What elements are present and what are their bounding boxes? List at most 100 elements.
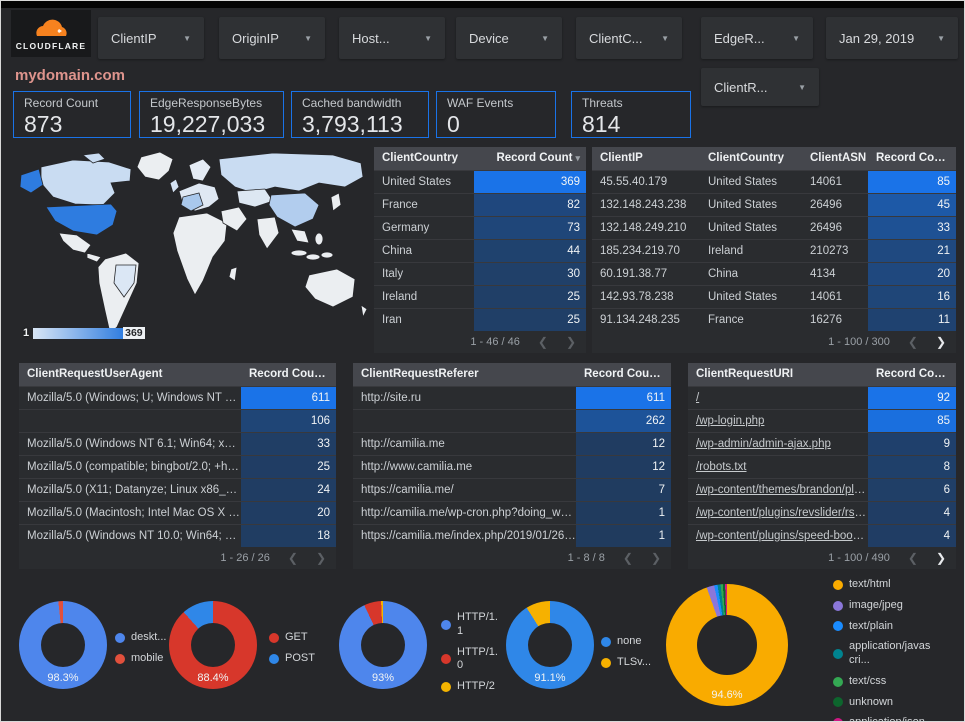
pagination-range: 1 - 100 / 300 (828, 336, 890, 348)
legend-label: application/javascri... (849, 640, 931, 666)
column-header: ClientASN (810, 152, 867, 164)
table-row: 45.55.40.179 United States 14061 85 (592, 170, 956, 193)
chevron-down-icon: ▼ (304, 33, 312, 43)
table-row: 132.148.249.210 United States 26496 33 (592, 216, 956, 239)
column-header[interactable]: Record Count▾ (249, 368, 333, 380)
metric-cell: 25 (474, 286, 586, 308)
pagination-prev-icon[interactable]: ❮ (907, 335, 918, 349)
window-top-strip (1, 1, 964, 8)
filter-device[interactable]: Device ▼ (456, 17, 562, 59)
legend-label: image/jpeg (849, 598, 903, 611)
tls-version-ring[interactable]: 91.1% (506, 601, 594, 689)
scorecard-edgeresponsebytes: EdgeResponseBytes 19,227,033 (139, 91, 284, 138)
dimension-cell: http://camilia.me/wp-cron.php?doing_wp_c… (361, 507, 576, 519)
chevron-down-icon: ▼ (424, 33, 432, 43)
legend-item[interactable]: application/javascri... (833, 640, 935, 668)
legend-item[interactable]: image/jpeg (833, 599, 935, 613)
legend-label: application/json (849, 716, 925, 721)
legend-label: text/css (849, 674, 887, 687)
filter-clientcountry[interactable]: ClientC... ▼ (576, 17, 682, 59)
dimension-cell: /wp-content/themes/brandon/plu... (688, 479, 868, 501)
column-header[interactable]: Record Count▾ (868, 363, 956, 386)
geo-map[interactable]: 1 369 (13, 147, 371, 349)
device-type-legend: deskt... mobile (115, 631, 166, 673)
uri-link[interactable]: /wp-content/plugins/revslider/rs-p... (696, 507, 868, 519)
filter-clientip[interactable]: ClientIP ▼ (98, 17, 204, 59)
filter-clientrequest[interactable]: ClientR... ▼ (701, 68, 819, 106)
scorecard-waf-events: WAF Events 0 (436, 91, 556, 138)
legend-item[interactable]: TLSv... (601, 656, 651, 670)
table-row: /wp-content/plugins/revslider/rs-p... 4 (688, 501, 956, 524)
legend-item[interactable]: application/json (833, 716, 935, 721)
chevron-down-icon: ▼ (937, 33, 945, 43)
filter-edgeresponse[interactable]: EdgeR... ▼ (701, 17, 813, 59)
uri-link[interactable]: /robots.txt (696, 461, 747, 473)
legend-label: mobile (131, 651, 164, 664)
legend-item[interactable]: HTTP/2 (441, 680, 501, 694)
pagination-prev-icon[interactable]: ❮ (907, 551, 918, 565)
dimension-cell: Mozilla/5.0 (Windows NT 10.0; Win64; x64… (27, 530, 241, 542)
filter-host[interactable]: Host... ▼ (339, 17, 445, 59)
dimension-cell: /wp-content/plugins/speed-booste... (688, 525, 868, 547)
metric-cell: 8 (868, 456, 956, 478)
legend-item[interactable]: mobile (115, 652, 166, 666)
uri-link[interactable]: /wp-login.php (696, 415, 765, 427)
legend-item[interactable]: unknown (833, 696, 935, 710)
pagination-prev-icon[interactable]: ❮ (537, 335, 548, 349)
column-header: ClientRequestURI (696, 368, 794, 380)
dimension-cell: /wp-login.php (688, 410, 868, 432)
table-referer: ClientRequestReferer Record Count ▾ http://… (353, 363, 671, 569)
filter-label: OriginIP (232, 30, 279, 46)
legend-item[interactable]: text/css (833, 675, 935, 689)
legend-item[interactable]: none (601, 635, 651, 649)
pagination-range: 1 - 8 / 8 (567, 552, 605, 564)
pagination-next-icon[interactable]: ❯ (650, 551, 661, 565)
uri-link[interactable]: /wp-content/plugins/speed-booste... (696, 530, 868, 542)
dimension-cell: http://camilia.me (361, 438, 445, 450)
filter-label: ClientIP (111, 30, 157, 46)
donut-hole (697, 615, 757, 675)
pagination-prev-icon[interactable]: ❮ (622, 551, 633, 565)
date-range-picker[interactable]: Jan 29, 2019 ▼ (826, 17, 958, 59)
table-clientcountry: ClientCountry Record Count ▾ United States 3… (374, 147, 586, 353)
column-header[interactable]: Record Count▾ (496, 152, 580, 164)
uri-link[interactable]: / (696, 392, 700, 404)
http-method-ring[interactable]: 88.4% (169, 601, 257, 689)
legend-item[interactable]: deskt... (115, 631, 166, 645)
dimension-cell: 4134 (810, 268, 836, 280)
legend-item[interactable]: text/html (833, 578, 935, 592)
uri-link[interactable]: /wp-content/themes/brandon/plu... (696, 484, 868, 496)
pagination-next-icon[interactable]: ❯ (565, 335, 576, 349)
metric-cell: 106 (241, 410, 336, 432)
table-row: United States 369 (374, 170, 586, 193)
pagination-next-icon[interactable]: ❯ (935, 551, 946, 565)
column-header[interactable]: Record Count▾ (584, 368, 668, 380)
table-row: 132.148.243.238 United States 26496 45 (592, 193, 956, 216)
metric-cell: 7 (576, 479, 671, 501)
http-protocol-ring[interactable]: 93% (339, 601, 427, 689)
pagination-next-icon[interactable]: ❯ (935, 335, 946, 349)
legend-item[interactable]: HTTP/1.1 (441, 611, 501, 639)
legend-label: deskt... (131, 631, 167, 643)
device-type-ring[interactable]: 98.3% (19, 601, 107, 689)
uri-link[interactable]: /wp-admin/admin-ajax.php (696, 438, 831, 450)
dimension-cell: 26496 (810, 199, 842, 211)
cloudflare-cloud-icon (36, 19, 67, 36)
column-header[interactable]: Record Count▾ (868, 147, 956, 170)
legend-item[interactable]: text/plain (833, 620, 935, 634)
content-type-ring[interactable]: 94.6% (666, 584, 788, 706)
dimension-cell: 16276 (810, 314, 842, 326)
legend-item[interactable]: GET (269, 631, 315, 645)
pagination-next-icon[interactable]: ❯ (315, 551, 326, 565)
table-row: Mozilla/5.0 (Windows; U; Windows NT 5.1;… (19, 386, 336, 409)
map-legend-min: 1 (23, 327, 30, 339)
filter-originip[interactable]: OriginIP ▼ (219, 17, 325, 59)
pagination-prev-icon[interactable]: ❮ (287, 551, 298, 565)
legend-item[interactable]: HTTP/1.0 (441, 646, 501, 674)
dimension-cell: /wp-admin/admin-ajax.php (688, 433, 868, 455)
legend-item[interactable]: POST (269, 652, 315, 666)
legend-label: unknown (849, 695, 894, 708)
dimension-cell: 142.93.78.238 (600, 291, 674, 303)
legend-color-dot (833, 649, 843, 659)
world-map-canvas[interactable] (13, 147, 371, 349)
